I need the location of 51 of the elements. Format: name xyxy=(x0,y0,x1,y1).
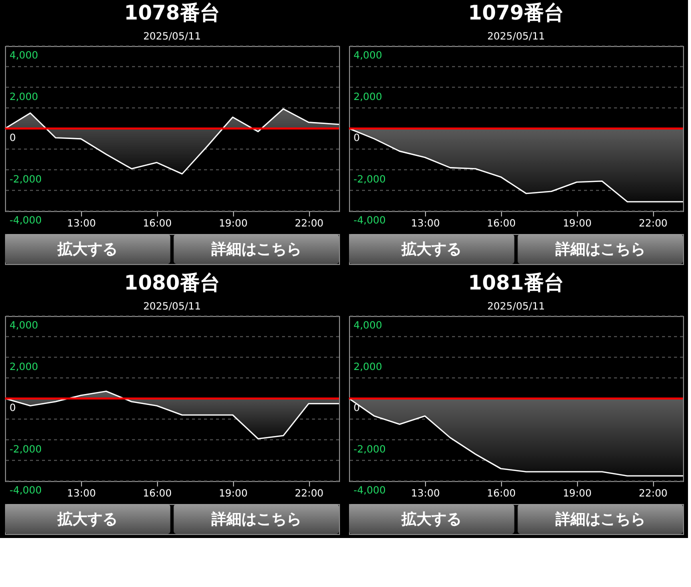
x-tick-label: 13:00 xyxy=(66,488,96,500)
y-tick-label: -2,000 xyxy=(10,174,42,186)
y-tick-label: 4,000 xyxy=(10,50,38,62)
x-tick-label: 19:00 xyxy=(562,218,592,230)
x-tick-label: 22:00 xyxy=(638,218,668,230)
y-tick-label: 2,000 xyxy=(10,362,38,373)
y-tick-label: -4,000 xyxy=(354,216,386,226)
y-tick-label: 2,000 xyxy=(10,92,38,103)
y-tick-label: 0 xyxy=(354,133,360,144)
chart-title: 1079番台 xyxy=(468,0,564,24)
x-tick-label: 22:00 xyxy=(638,488,668,500)
text: 詳細はこちら xyxy=(210,510,302,528)
y-tick-label: -4,000 xyxy=(354,486,386,496)
text: 拡大する xyxy=(400,510,462,528)
x-tick-label: 13:00 xyxy=(66,218,96,230)
y-tick-label: 0 xyxy=(10,403,16,414)
text: 拡大する xyxy=(400,240,462,258)
x-tick-label: 19:00 xyxy=(218,218,248,230)
text: 拡大する xyxy=(56,240,118,258)
y-tick-label: -2,000 xyxy=(10,444,42,456)
text: 詳細はこちら xyxy=(554,510,646,528)
y-tick-label: -2,000 xyxy=(354,444,386,456)
x-tick-label: 22:00 xyxy=(294,488,324,500)
chart-subtitle: 2025/05/11 xyxy=(487,302,545,312)
y-tick-label: -2,000 xyxy=(354,174,386,186)
chart-subtitle: 2025/05/11 xyxy=(143,302,201,312)
chart-title: 1080番台 xyxy=(124,270,220,294)
y-tick-label: 4,000 xyxy=(354,320,382,332)
x-tick-label: 16:00 xyxy=(486,488,516,500)
y-tick-label: 2,000 xyxy=(354,362,382,373)
y-tick-label: 4,000 xyxy=(10,320,38,332)
y-tick-label: 4,000 xyxy=(354,50,382,62)
chart-title: 1078番台 xyxy=(124,0,220,24)
x-tick-label: 16:00 xyxy=(142,488,172,500)
y-tick-label: -4,000 xyxy=(10,216,42,226)
x-tick-label: 16:00 xyxy=(142,218,172,230)
x-tick-label: 22:00 xyxy=(294,218,324,230)
chart-subtitle: 2025/05/11 xyxy=(487,32,545,42)
x-tick-label: 13:00 xyxy=(410,488,440,500)
chart-subtitle: 2025/05/11 xyxy=(143,32,201,42)
x-tick-label: 19:00 xyxy=(562,488,592,500)
x-tick-label: 16:00 xyxy=(486,218,516,230)
text: 拡大する xyxy=(56,510,118,528)
y-tick-label: 0 xyxy=(10,133,16,144)
y-tick-label: 2,000 xyxy=(354,92,382,103)
text: 詳細はこちら xyxy=(210,240,302,258)
text: 詳細はこちら xyxy=(554,240,646,258)
x-tick-label: 19:00 xyxy=(218,488,248,500)
y-tick-label: -4,000 xyxy=(10,486,42,496)
x-tick-label: 13:00 xyxy=(410,218,440,230)
chart-title: 1081番台 xyxy=(468,270,564,294)
